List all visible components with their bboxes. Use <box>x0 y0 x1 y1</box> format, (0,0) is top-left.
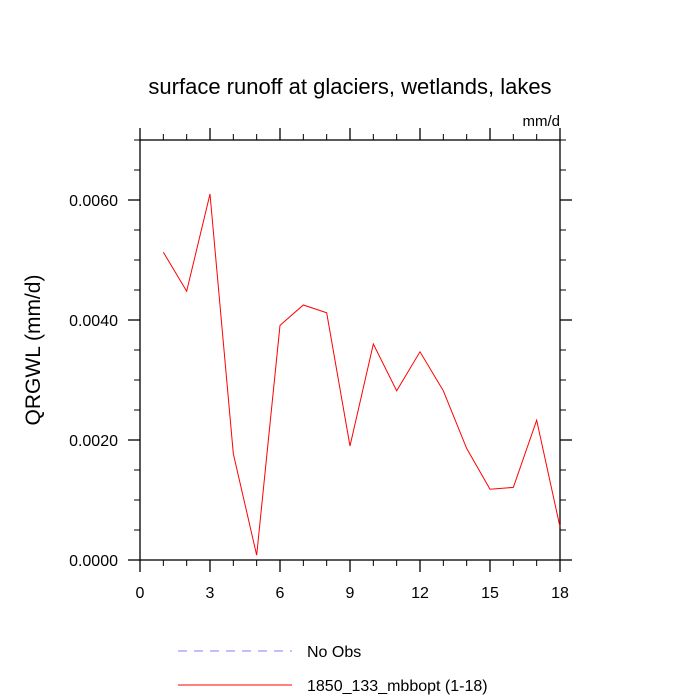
legend-label-model: 1850_133_mbbopt (1-18) <box>307 678 488 695</box>
legend: No Obs 1850_133_mbbopt (1-18) <box>178 644 488 695</box>
y-tick-label: 0.0040 <box>69 313 118 330</box>
x-tick-label: 3 <box>206 585 215 602</box>
y-tick-label: 0.0020 <box>69 433 118 450</box>
legend-label-no-obs: No Obs <box>307 644 361 661</box>
y-tick-label: 0.0000 <box>69 553 118 570</box>
x-tick-label: 12 <box>411 585 429 602</box>
tick-labels: 0 3 6 9 12 15 18 0.0000 0.0020 0.0040 0.0060 <box>69 193 569 602</box>
x-tick-label: 15 <box>481 585 499 602</box>
chart-title: surface runoff at glaciers, wetlands, la… <box>148 74 551 99</box>
plot-frame <box>139 139 561 561</box>
x-tick-label: 9 <box>346 585 355 602</box>
series-layer <box>162 193 561 556</box>
units-label: mm/d <box>523 113 561 130</box>
x-tick-label: 6 <box>276 585 285 602</box>
axis-ticks <box>128 128 572 572</box>
x-tick-label: 18 <box>551 585 569 602</box>
y-tick-label: 0.0060 <box>69 193 118 210</box>
series-line-1 <box>162 193 561 556</box>
x-tick-label: 0 <box>136 585 145 602</box>
y-axis-label: QRGWL (mm/d) <box>22 275 45 426</box>
